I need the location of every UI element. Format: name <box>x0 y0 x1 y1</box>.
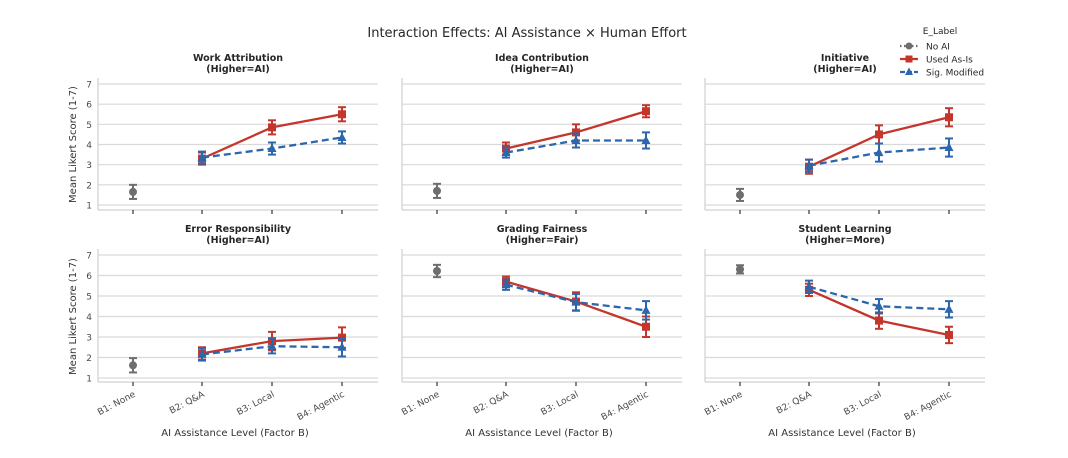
y-tick-label: 4 <box>86 141 92 151</box>
panel-subtitle: (Higher=Fair) <box>506 235 579 246</box>
data-point-used-as-is <box>338 110 346 119</box>
data-point-sig-modified <box>197 349 207 358</box>
legend-item: Used As-Is <box>900 55 973 66</box>
data-point-sig-modified <box>874 147 884 157</box>
panel-title: Idea Contribution <box>495 53 589 64</box>
x-axis-label: AI Assistance Level (Factor B) <box>768 428 916 439</box>
data-point-used-as-is <box>945 113 953 122</box>
x-tick-label: B1: None <box>703 390 745 418</box>
x-tick-label: B2: Q&A <box>168 389 207 416</box>
panel-student-learning: Student Learning(Higher=More) B1: None B2:… <box>703 224 985 439</box>
legend-item: Sig. Modified <box>900 67 984 79</box>
legend-label: No AI <box>926 43 950 53</box>
legend: E_Label No AI Used As-Is Sig. Modified <box>900 27 984 79</box>
data-point-sig-modified <box>641 135 651 144</box>
x-tick-label: B2: Q&A <box>775 389 814 416</box>
data-point-used-as-is <box>875 316 883 325</box>
data-point-no-ai <box>433 186 441 195</box>
x-axis-label: AI Assistance Level (Factor B) <box>465 428 613 439</box>
data-point-sig-modified <box>501 147 511 157</box>
y-tick-label: 7 <box>86 81 92 91</box>
panel-title: Grading Fairness <box>497 224 588 235</box>
data-point-sig-modified <box>267 341 277 350</box>
data-point-sig-modified <box>501 279 511 289</box>
panel-title: Error Responsibility <box>185 224 292 235</box>
x-tick-label: B1: None <box>96 390 138 418</box>
data-point-sig-modified <box>197 152 207 162</box>
data-point-sig-modified <box>267 143 277 153</box>
panel-subtitle: (Higher=AI) <box>813 64 876 75</box>
data-point-used-as-is <box>875 130 883 139</box>
legend-marker-circle <box>905 42 913 50</box>
y-tick-label: 2 <box>86 354 92 364</box>
panel-initiative: Initiative(Higher=AI) <box>704 53 985 214</box>
data-point-sig-modified <box>337 132 347 141</box>
data-point-sig-modified <box>804 160 814 170</box>
y-tick-label: 1 <box>86 202 92 212</box>
x-tick-label: B1: None <box>400 390 442 418</box>
panel-subtitle: (Higher=More) <box>805 235 885 246</box>
data-point-no-ai <box>129 361 137 370</box>
data-point-sig-modified <box>641 305 651 314</box>
panel-grading-fairness: Grading Fairness(Higher=Fair) B1: None B2:… <box>400 224 682 439</box>
data-point-sig-modified <box>571 135 581 144</box>
panel-idea-contribution: Idea Contribution(Higher=AI) <box>401 53 682 214</box>
y-tick-label: 5 <box>86 121 92 131</box>
data-point-no-ai <box>129 187 137 196</box>
data-point-sig-modified <box>571 297 581 306</box>
x-tick-label: B4: Agentic <box>600 390 651 423</box>
panel-subtitle: (Higher=AI) <box>206 64 269 75</box>
data-point-no-ai <box>736 190 744 199</box>
legend-label: Used As-Is <box>926 56 973 66</box>
legend-item: No AI <box>900 42 950 53</box>
data-point-used-as-is <box>945 330 953 339</box>
x-tick-label: B3: Local <box>235 390 276 418</box>
y-axis-label: Mean Likert Score (1-7) <box>68 258 79 375</box>
data-point-no-ai <box>433 266 441 275</box>
legend-marker-square <box>905 55 913 63</box>
x-tick-label: B2: Q&A <box>472 389 511 416</box>
x-tick-label: B3: Local <box>842 390 883 418</box>
y-tick-label: 2 <box>86 181 92 191</box>
data-point-no-ai <box>736 265 744 274</box>
data-point-used-as-is <box>642 107 650 116</box>
data-point-used-as-is <box>642 322 650 331</box>
legend-marker-triangle <box>905 67 913 75</box>
panel-title: Initiative <box>821 53 869 64</box>
panel-title: Student Learning <box>798 224 891 235</box>
data-point-sig-modified <box>874 301 884 310</box>
y-tick-label: 3 <box>86 334 92 344</box>
panel-work-attribution: Work Attribution(Higher=AI) 1 2 3 4 5 6 7 Mean L… <box>68 53 378 214</box>
y-tick-label: 5 <box>86 293 92 303</box>
data-point-sig-modified <box>804 281 814 291</box>
data-point-sig-modified <box>337 342 347 351</box>
data-point-sig-modified <box>944 142 954 152</box>
y-tick-label: 4 <box>86 313 92 323</box>
x-tick-label: B4: Agentic <box>296 390 347 423</box>
x-axis-label: AI Assistance Level (Factor B) <box>161 428 309 439</box>
legend-label: Sig. Modified <box>926 69 984 79</box>
panel-title: Work Attribution <box>193 53 283 64</box>
panel-subtitle: (Higher=AI) <box>206 235 269 246</box>
panel-subtitle: (Higher=AI) <box>510 64 573 75</box>
y-axis-label: Mean Likert Score (1-7) <box>68 86 79 203</box>
x-tick-label: B4: Agentic <box>903 390 954 423</box>
legend-title: E_Label <box>923 27 957 37</box>
y-tick-label: 1 <box>86 375 92 385</box>
y-tick-label: 6 <box>86 101 92 111</box>
chart-title: Interaction Effects: AI Assistance × Hum… <box>367 26 686 41</box>
data-point-used-as-is <box>268 123 276 132</box>
x-tick-label: B3: Local <box>539 390 580 418</box>
y-tick-label: 3 <box>86 161 92 171</box>
y-tick-label: 7 <box>86 252 92 262</box>
panel-error-responsibility: Error Responsibility(Higher=AI) 1 2 3 4 5 6 7 Me… <box>68 224 378 439</box>
y-tick-label: 6 <box>86 272 92 282</box>
data-point-sig-modified <box>944 304 954 313</box>
data-point-used-as-is <box>572 128 580 137</box>
